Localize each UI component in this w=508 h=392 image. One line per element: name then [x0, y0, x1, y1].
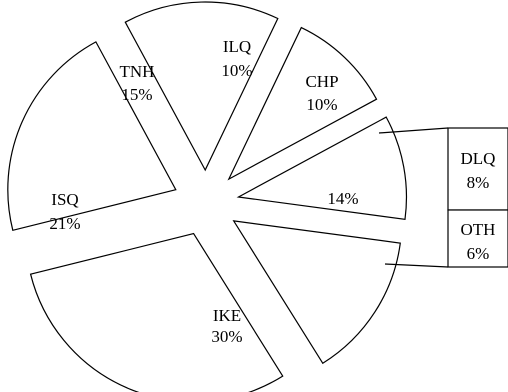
- pie-slice-isq: [7, 41, 177, 232]
- pie-slice-ilq: [227, 26, 378, 181]
- slice-label-chp: CHP: [305, 72, 338, 91]
- slice-value-other: 14%: [327, 189, 358, 208]
- breakdown-segment-dlq: [447, 127, 508, 211]
- slice-value-ike: 30%: [211, 327, 242, 346]
- slice-value-ilq: 10%: [221, 61, 252, 80]
- pie-slice-other: [232, 220, 401, 365]
- breakdown-label-dlq: DLQ: [461, 149, 496, 168]
- breakdown-connector-top: [378, 127, 449, 134]
- slice-label-tnh: TNH: [120, 62, 155, 81]
- slice-value-chp: 10%: [306, 95, 337, 114]
- slice-label-isq: ISQ: [51, 190, 78, 209]
- breakdown-connector-bottom: [384, 263, 449, 268]
- slice-label-ike: IKE: [213, 306, 241, 325]
- pie-slice-ike: [29, 232, 284, 392]
- breakdown-value-oth: 6%: [467, 244, 490, 263]
- pie-slice-tnh: [124, 1, 279, 172]
- pie-slice-chp: [236, 116, 408, 220]
- slice-value-isq: 21%: [49, 214, 80, 233]
- breakdown-label-oth: OTH: [461, 220, 496, 239]
- slice-label-ilq: ILQ: [223, 37, 251, 56]
- breakdown-value-dlq: 8%: [467, 173, 490, 192]
- breakdown-segment-oth: [447, 209, 508, 268]
- slice-value-tnh: 15%: [121, 85, 152, 104]
